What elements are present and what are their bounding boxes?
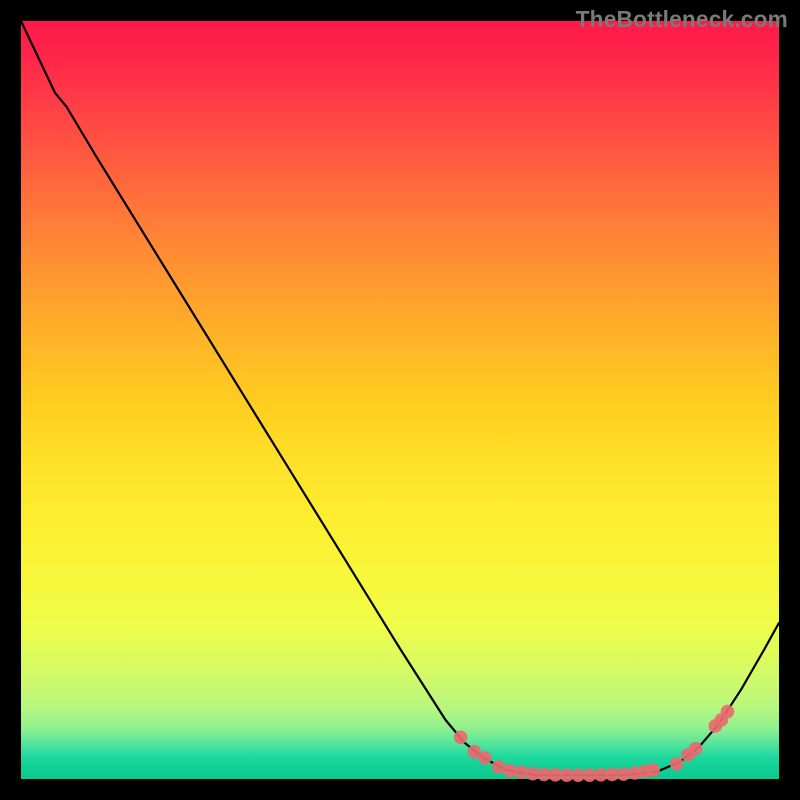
marker-point bbox=[670, 757, 684, 771]
chart-container: TheBottleneck.com bbox=[0, 0, 800, 800]
plot-background-gradient bbox=[21, 21, 779, 779]
marker-point bbox=[689, 742, 703, 756]
bottleneck-chart bbox=[0, 0, 800, 800]
marker-point bbox=[721, 705, 735, 719]
watermark-text: TheBottleneck.com bbox=[576, 6, 788, 33]
marker-point bbox=[646, 763, 660, 777]
marker-point bbox=[454, 731, 468, 745]
marker-point bbox=[478, 751, 492, 765]
